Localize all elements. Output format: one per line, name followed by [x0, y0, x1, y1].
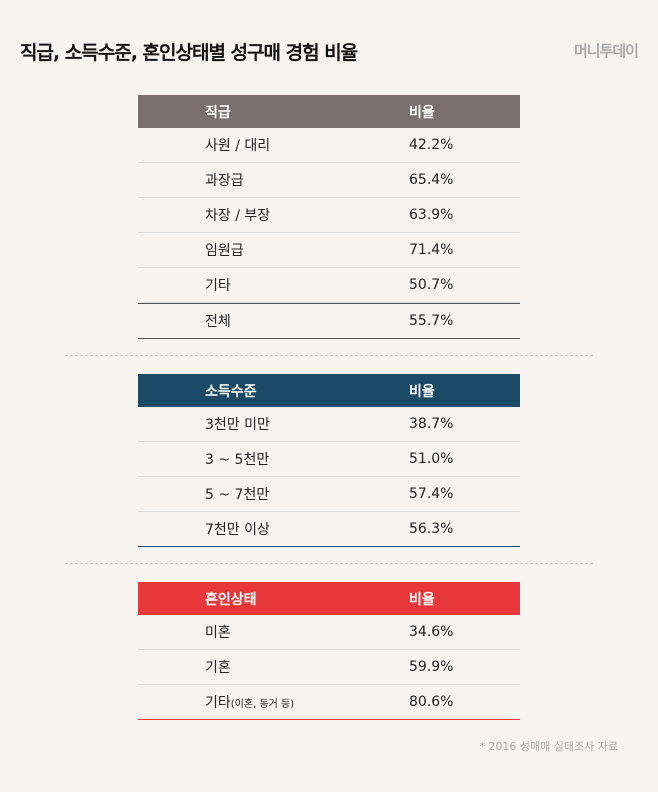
- table-row: 미혼 34.6%: [138, 615, 520, 650]
- table-row: 차장 / 부장 63.9%: [138, 198, 520, 233]
- header-category: 직급: [205, 104, 231, 121]
- table-row: 기혼 59.9%: [138, 650, 520, 685]
- divider: [65, 563, 593, 564]
- row-label: 사원 / 대리: [205, 138, 271, 154]
- row-value: 63.9%: [409, 207, 454, 223]
- row-label: 기타: [205, 695, 231, 711]
- table-row: 과장급 65.4%: [138, 163, 520, 198]
- row-label: 기타: [205, 278, 231, 294]
- row-label: 5 ~ 7천만: [205, 487, 270, 503]
- row-label: 임원급: [205, 243, 244, 259]
- footnote: * 2016 성매매 실태조사 자료: [479, 740, 618, 753]
- row-label: 3 ~ 5천만: [205, 452, 270, 468]
- income-table: 소득수준 비율 3천만 미만 38.7% 3 ~ 5천만 51.0% 5 ~ 7…: [138, 374, 520, 547]
- row-label: 3천만 미만: [205, 417, 270, 433]
- row-label: 미혼: [205, 625, 231, 641]
- table-header: 혼인상태 비율: [138, 582, 520, 615]
- row-value: 57.4%: [409, 486, 454, 502]
- row-value: 38.7%: [409, 416, 454, 432]
- table-row: 임원급 71.4%: [138, 233, 520, 268]
- row-value: 42.2%: [409, 137, 454, 153]
- table-row: 5 ~ 7천만 57.4%: [138, 477, 520, 512]
- header-category: 소득수준: [205, 383, 257, 400]
- row-label: 7천만 이상: [205, 522, 270, 538]
- row-label: 차장 / 부장: [205, 208, 271, 224]
- row-value: 71.4%: [409, 242, 454, 258]
- row-value: 50.7%: [409, 277, 454, 293]
- row-value: 51.0%: [409, 451, 454, 467]
- row-value: 34.6%: [409, 624, 454, 640]
- header-ratio: 비율: [409, 104, 435, 121]
- row-value: 80.6%: [409, 694, 454, 710]
- header-ratio: 비율: [409, 383, 435, 400]
- row-label: 기혼: [205, 660, 231, 676]
- table-row: 3천만 미만 38.7%: [138, 407, 520, 442]
- page-title: 직급, 소득수준, 혼인상태별 성구매 경험 비율: [20, 42, 358, 64]
- row-value: 56.3%: [409, 521, 454, 537]
- table-header: 직급 비율: [138, 95, 520, 128]
- table-row: 3 ~ 5천만 51.0%: [138, 442, 520, 477]
- table-row: 기타 50.7%: [138, 268, 520, 303]
- row-label: 과장급: [205, 173, 244, 189]
- table-row: 7천만 이상 56.3%: [138, 512, 520, 547]
- row-note: (이혼, 동거 등): [230, 699, 295, 710]
- divider: [65, 355, 593, 356]
- row-value: 65.4%: [409, 172, 454, 188]
- table-header: 소득수준 비율: [138, 374, 520, 407]
- row-value: 59.9%: [409, 659, 454, 675]
- marital-table: 혼인상태 비율 미혼 34.6% 기혼 59.9% 기타(이혼, 동거 등) 8…: [138, 582, 520, 720]
- header-category: 혼인상태: [205, 591, 257, 608]
- publisher-logo: 머니투데이: [573, 42, 639, 60]
- table-row: 기타(이혼, 동거 등) 80.6%: [138, 685, 520, 720]
- table-row: 사원 / 대리 42.2%: [138, 128, 520, 163]
- row-value: 55.7%: [409, 313, 454, 329]
- row-label: 전체: [205, 314, 231, 330]
- total-row: 전체 55.7%: [138, 303, 520, 339]
- rank-table: 직급 비율 사원 / 대리 42.2% 과장급 65.4% 차장 / 부장 63…: [138, 95, 520, 339]
- header-ratio: 비율: [409, 591, 435, 608]
